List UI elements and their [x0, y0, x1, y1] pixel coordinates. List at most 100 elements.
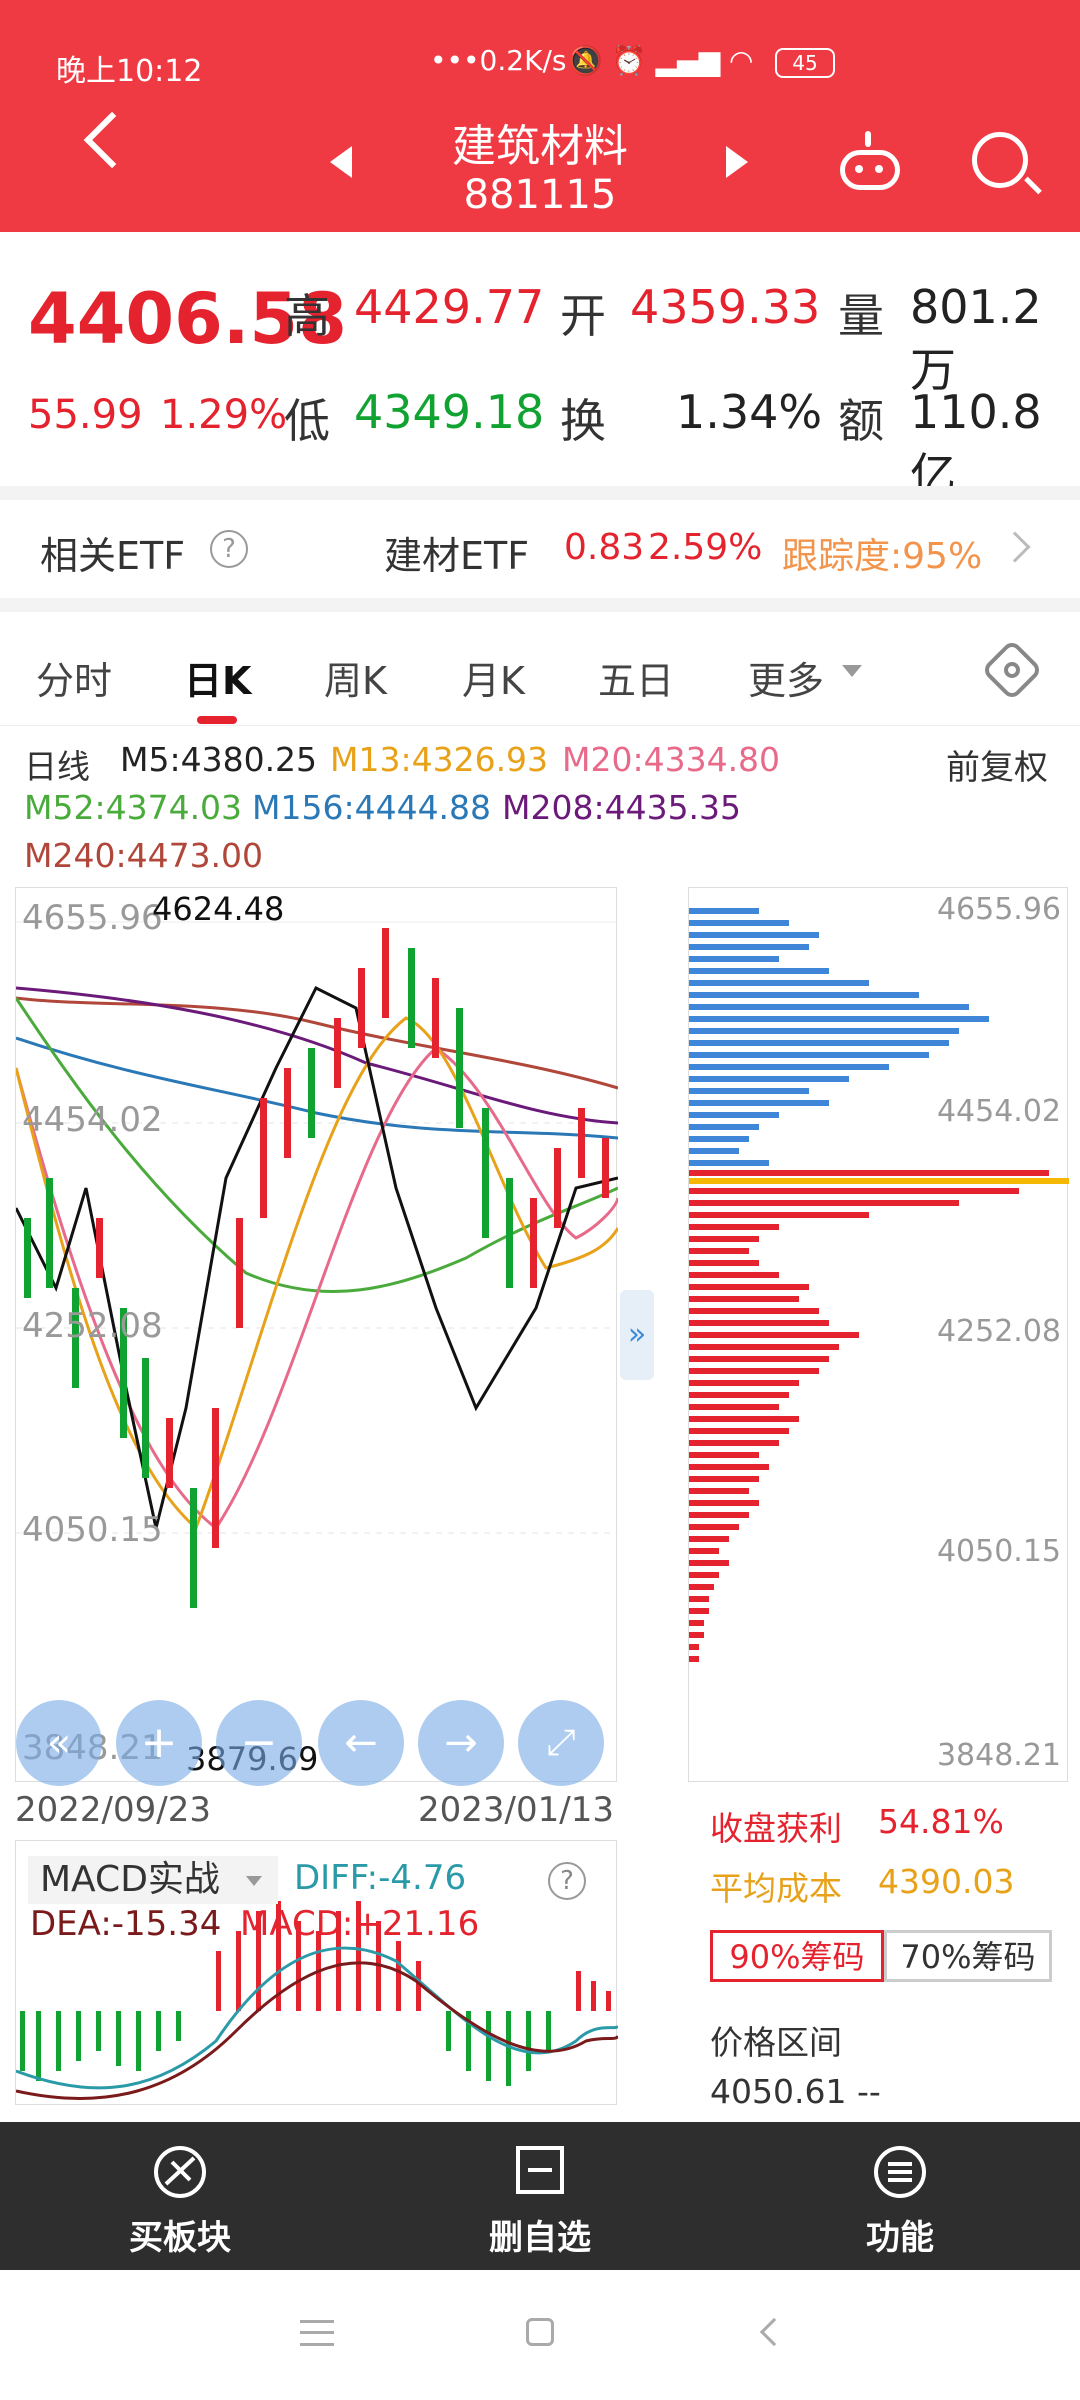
macd-selector[interactable]: MACD实战	[28, 1856, 278, 1904]
candle	[120, 1308, 127, 1438]
y-label-2: 4454.02	[22, 1100, 163, 1140]
buy-sector-icon[interactable]	[152, 2144, 208, 2200]
candle	[506, 1178, 513, 1288]
avg-cost-bar	[689, 1178, 1069, 1184]
avg-cost-value: 4390.03	[878, 1862, 1015, 1901]
vp-y-label-3: 4252.08	[936, 1314, 1061, 1349]
tab-five-day[interactable]: 五日	[598, 659, 675, 703]
network-speed: •••0.2K/s	[430, 44, 567, 77]
etf-pct: 2.59%	[648, 527, 763, 568]
candle	[382, 928, 389, 1018]
zoom-out-icon[interactable]: −	[216, 1700, 302, 1786]
candle	[456, 1008, 463, 1128]
candle	[284, 1068, 291, 1158]
vp-y-label-2: 4454.02	[936, 1094, 1061, 1129]
ma-title: 日线	[24, 747, 90, 786]
ma240: M240:4473.00	[24, 836, 264, 875]
help-icon[interactable]: ?	[210, 530, 248, 568]
ma208: M208:4435.35	[502, 788, 742, 827]
tab-monthly[interactable]: 月K	[462, 659, 525, 703]
volume-label: 量	[838, 289, 884, 343]
menu-icon[interactable]	[872, 2144, 928, 2200]
kline-chart[interactable]: 4655.96 4624.48 4454.02 4252.08 4050.15 …	[14, 887, 620, 1786]
turnover-label: 换	[560, 394, 606, 448]
status-time: 晚上10:12	[56, 54, 203, 89]
chip-bars-blue	[689, 908, 989, 1166]
scroll-start-icon[interactable]: «	[16, 1700, 102, 1786]
diff-line	[15, 1946, 620, 2090]
tab-daily[interactable]: 日K	[184, 659, 252, 703]
remove-watchlist-icon[interactable]	[514, 2144, 566, 2196]
candle	[578, 1108, 585, 1178]
candle	[308, 1048, 315, 1138]
adjust-mode[interactable]: 前复权	[946, 748, 1048, 788]
function-button[interactable]: 功能	[866, 2218, 934, 2258]
macd-bars-down	[20, 2011, 551, 2086]
recent-apps-icon[interactable]	[300, 2320, 334, 2346]
ma156: M156:4444.88	[252, 788, 492, 827]
candle	[334, 1018, 341, 1088]
candle	[24, 1218, 31, 1298]
pan-right-icon[interactable]: →	[418, 1700, 504, 1786]
etf-value: 0.83	[564, 527, 645, 568]
pan-left-icon[interactable]: ←	[318, 1700, 404, 1786]
help-icon[interactable]: ?	[548, 1862, 586, 1900]
ma52: M52:4374.03	[24, 788, 243, 827]
tab-intraday[interactable]: 分时	[36, 659, 113, 703]
remove-watchlist-button[interactable]: 删自选	[489, 2218, 591, 2258]
low-value: 4349.18	[354, 385, 545, 439]
vp-y-label-bottom: 3848.21	[936, 1738, 1061, 1773]
vp-y-label-4: 4050.15	[936, 1534, 1061, 1569]
candle	[602, 1138, 609, 1198]
search-icon[interactable]	[972, 132, 1028, 188]
chip-70-button[interactable]: 70%筹码	[884, 1930, 1052, 1982]
buy-sector-button[interactable]: 买板块	[129, 2218, 231, 2258]
candle	[142, 1358, 149, 1478]
low-label: 低	[284, 394, 330, 448]
etf-tracking: 跟踪度:95%	[782, 536, 983, 577]
tab-more[interactable]: 更多	[748, 659, 825, 703]
chip-distribution-chart: 4655.96 4454.02 4252.08 4050.15 3848.21	[688, 887, 1069, 1782]
tab-weekly[interactable]: 周K	[324, 659, 387, 703]
home-icon[interactable]	[526, 2318, 554, 2346]
caret-down-icon[interactable]	[842, 665, 862, 677]
candle	[236, 1218, 243, 1328]
macd-chart[interactable]	[15, 1840, 620, 2105]
chevron-right-icon[interactable]	[999, 531, 1031, 563]
ma156-line	[15, 1036, 619, 1140]
zoom-in-icon[interactable]: +	[116, 1700, 202, 1786]
period-tabs: 分时 日K 周K 月K 五日 更多	[0, 620, 1080, 726]
price-change: 55.99	[28, 392, 143, 438]
macd-svg	[15, 1901, 620, 2100]
next-stock-icon[interactable]	[726, 146, 748, 178]
top-bar: 晚上10:12 •••0.2K/s 🔕 ⏰ ▂▄▆ ◠ 45 建筑材料 8811…	[0, 0, 1080, 232]
divider	[0, 486, 1080, 500]
candle	[212, 1408, 219, 1548]
fullscreen-icon[interactable]: ⤢	[518, 1700, 604, 1786]
open-label: 开	[560, 289, 606, 343]
candle	[96, 1218, 103, 1278]
amount-label: 额	[838, 394, 884, 448]
etf-name: 建材ETF	[384, 534, 530, 578]
y-label-3: 4252.08	[22, 1306, 163, 1346]
robot-assistant-icon[interactable]	[840, 131, 900, 190]
candles	[24, 928, 609, 1608]
stock-code: 881115	[463, 172, 617, 218]
expand-panel-icon[interactable]: »	[620, 1290, 654, 1380]
prev-stock-icon[interactable]	[330, 146, 352, 178]
active-tab-indicator	[197, 716, 237, 724]
ma13-line	[14, 1016, 620, 1531]
caret-down-icon[interactable]	[246, 1876, 262, 1886]
candle	[190, 1488, 197, 1608]
turnover-value: 1.34%	[676, 385, 823, 439]
chip-90-button[interactable]: 90%筹码	[710, 1930, 884, 1982]
date-start: 2022/09/23	[15, 1790, 211, 1830]
candle	[72, 1288, 79, 1388]
page-title: 建筑材料	[452, 121, 628, 172]
dea-line	[15, 1961, 620, 2100]
high-value: 4429.77	[354, 280, 545, 334]
candle	[554, 1148, 561, 1228]
candle	[432, 978, 439, 1058]
candle	[166, 1418, 173, 1488]
candle	[408, 948, 415, 1048]
